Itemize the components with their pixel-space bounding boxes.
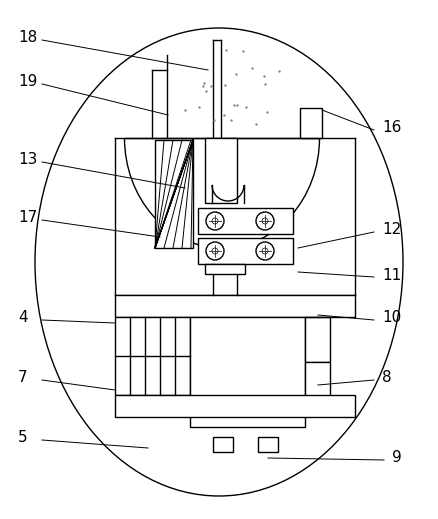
Bar <box>300 108 322 138</box>
Text: 19: 19 <box>18 75 37 89</box>
Bar <box>258 437 278 452</box>
Ellipse shape <box>35 28 403 496</box>
Text: 4: 4 <box>18 310 28 325</box>
Text: 5: 5 <box>18 430 28 445</box>
Text: 12: 12 <box>382 223 401 238</box>
Bar <box>155 140 193 248</box>
Text: 17: 17 <box>18 211 37 225</box>
Bar <box>198 208 293 234</box>
Bar <box>213 437 233 452</box>
Bar <box>205 138 237 203</box>
Text: 9: 9 <box>392 450 402 466</box>
Bar <box>115 295 355 317</box>
Text: 16: 16 <box>382 120 401 135</box>
Text: 18: 18 <box>18 31 37 46</box>
Bar <box>115 395 355 417</box>
Bar <box>305 362 330 397</box>
Bar <box>115 317 190 395</box>
Bar <box>205 264 245 274</box>
Text: 10: 10 <box>382 310 401 325</box>
Bar <box>305 317 330 362</box>
Text: 11: 11 <box>382 267 401 282</box>
Text: 8: 8 <box>382 371 392 386</box>
Bar <box>190 317 305 427</box>
Bar <box>198 238 293 264</box>
Text: 7: 7 <box>18 371 28 386</box>
Text: 13: 13 <box>18 153 37 168</box>
